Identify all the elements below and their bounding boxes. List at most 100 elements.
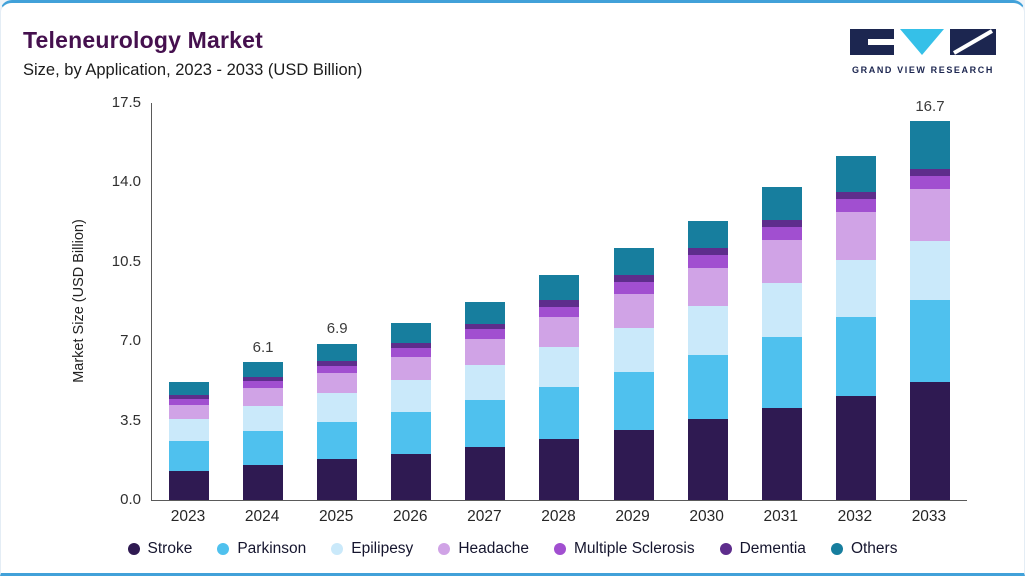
bar-2023 (152, 103, 226, 500)
x-axis-labels: 2023 2024 2025 2026 2027 2028 2029 2030 2031 2032… (151, 508, 966, 526)
chart-header: Teleneurology Market Size, by Applicatio… (23, 27, 362, 80)
bar-segment-headache (391, 356, 432, 380)
bar-segment-dementia (243, 376, 284, 382)
bar-segment-dementia (613, 275, 654, 283)
bar-segment-others (465, 301, 506, 324)
bar-segment-others (539, 275, 580, 301)
bar-segment-others (317, 343, 358, 361)
bar-segment-stroke (835, 395, 876, 500)
legend-label: Others (850, 540, 898, 557)
bar-segment-stroke (687, 419, 728, 500)
bar-segment-parkinson (835, 317, 876, 396)
bar-segment-stroke (465, 446, 506, 500)
bar-segment-others (391, 323, 432, 343)
legend-label: Parkinson (237, 540, 307, 557)
bar-segment-multiple-sclerosis (687, 255, 728, 268)
page-title: Teleneurology Market (23, 27, 264, 53)
bar-segment-others (243, 361, 284, 377)
bar-segment-epilipesy (613, 327, 654, 372)
bar-2032 (819, 103, 893, 500)
bar-segment-multiple-sclerosis (317, 365, 358, 373)
bar-segment-epilipesy (243, 405, 284, 431)
x-tick-label: 2030 (689, 508, 724, 525)
bar-segment-headache (613, 293, 654, 328)
bar-segment-epilipesy (169, 419, 209, 442)
bar-segment-stroke (243, 464, 284, 500)
legend-dot (217, 543, 230, 555)
x-tick-label: 2028 (541, 508, 576, 525)
bar-segment-parkinson (465, 400, 506, 447)
legend-dot (331, 543, 344, 555)
bar-segment-headache (317, 373, 358, 394)
bar-segment-dementia (835, 191, 876, 199)
bar-segment-dementia (465, 323, 506, 330)
bar-segment-epilipesy (317, 393, 358, 422)
bar-segment-stroke (539, 438, 580, 500)
bar-segment-stroke (391, 453, 432, 500)
legend-label: Epilipesy (351, 540, 414, 557)
bar-segment-headache (243, 388, 284, 406)
bar-segment-dementia (761, 220, 802, 228)
legend-dot (553, 543, 566, 555)
bar-stack (613, 248, 654, 500)
bar-segment-parkinson (613, 371, 654, 430)
bar-segment-parkinson (169, 441, 209, 471)
bar-segment-dementia (317, 360, 358, 366)
bar-segment-dementia (909, 168, 950, 176)
bar-segment-headache (687, 267, 728, 307)
bar-stack (169, 382, 209, 500)
bar-segment-others (835, 156, 876, 192)
bar-value-label: 6.9 (326, 320, 348, 338)
legend-label: Dementia (739, 540, 806, 557)
bar-segment-others (687, 221, 728, 249)
bar-segment-headache (539, 316, 580, 347)
bar-segment-dementia (539, 300, 580, 307)
bar-segment-multiple-sclerosis (465, 329, 506, 339)
y-axis-title: Market Size (USD Billion) (71, 219, 87, 383)
bar-2031 (745, 103, 819, 500)
x-tick-label: 2033 (911, 508, 947, 525)
bar-segment-stroke (169, 470, 209, 500)
bar-stack (243, 361, 284, 500)
y-tick-label: 14.0 (111, 173, 141, 191)
legend-item-stroke: Stroke (127, 540, 192, 558)
x-tick-label: 2032 (837, 508, 873, 525)
bar-segment-parkinson (243, 430, 284, 465)
x-tick-label: 2029 (615, 508, 650, 525)
bar-2030 (671, 103, 745, 500)
y-axis-ticks: 0.0 3.5 7.0 10.5 14.0 17.5 (89, 94, 141, 508)
bar-2027 (448, 103, 522, 500)
bar-segment-headache (835, 211, 876, 260)
bar-value-label: 6.1 (252, 338, 274, 356)
bar-segment-stroke (613, 429, 654, 500)
bar-segment-multiple-sclerosis (539, 306, 580, 317)
x-tick-label: 2031 (763, 508, 798, 525)
bar-stack (909, 121, 950, 500)
bar-stack (761, 187, 802, 500)
legend-item-headache: Headache (438, 540, 529, 558)
x-tick-label: 2027 (467, 508, 502, 525)
bar-segment-epilipesy (539, 346, 580, 387)
bar-segment-dementia (391, 342, 432, 349)
bar-2029 (597, 103, 671, 500)
y-tick-label: 10.5 (111, 252, 141, 270)
legend-label: Multiple Sclerosis (573, 540, 695, 557)
bar-segment-multiple-sclerosis (909, 175, 950, 190)
chart-legend: Stroke Parkinson Epilipesy Headache Multiple… (1, 540, 1024, 558)
bar-segment-multiple-sclerosis (835, 198, 876, 212)
legend-item-others: Others (830, 540, 898, 558)
bar-segment-headache (761, 240, 802, 284)
bar-segment-epilipesy (909, 241, 950, 301)
chart-subtitle: Size, by Application, 2023 - 2033 (USD B… (23, 61, 363, 79)
bar-2026 (374, 103, 448, 500)
bar-segment-parkinson (539, 386, 580, 439)
bar-segment-epilipesy (391, 379, 432, 412)
legend-dot (719, 543, 732, 555)
bar-segment-others (909, 121, 950, 169)
bar-segment-multiple-sclerosis (761, 227, 802, 241)
y-tick-label: 0.0 (120, 491, 141, 508)
x-tick-label: 2024 (244, 508, 280, 525)
bar-segment-others (169, 382, 209, 395)
bar-segment-headache (909, 189, 950, 242)
